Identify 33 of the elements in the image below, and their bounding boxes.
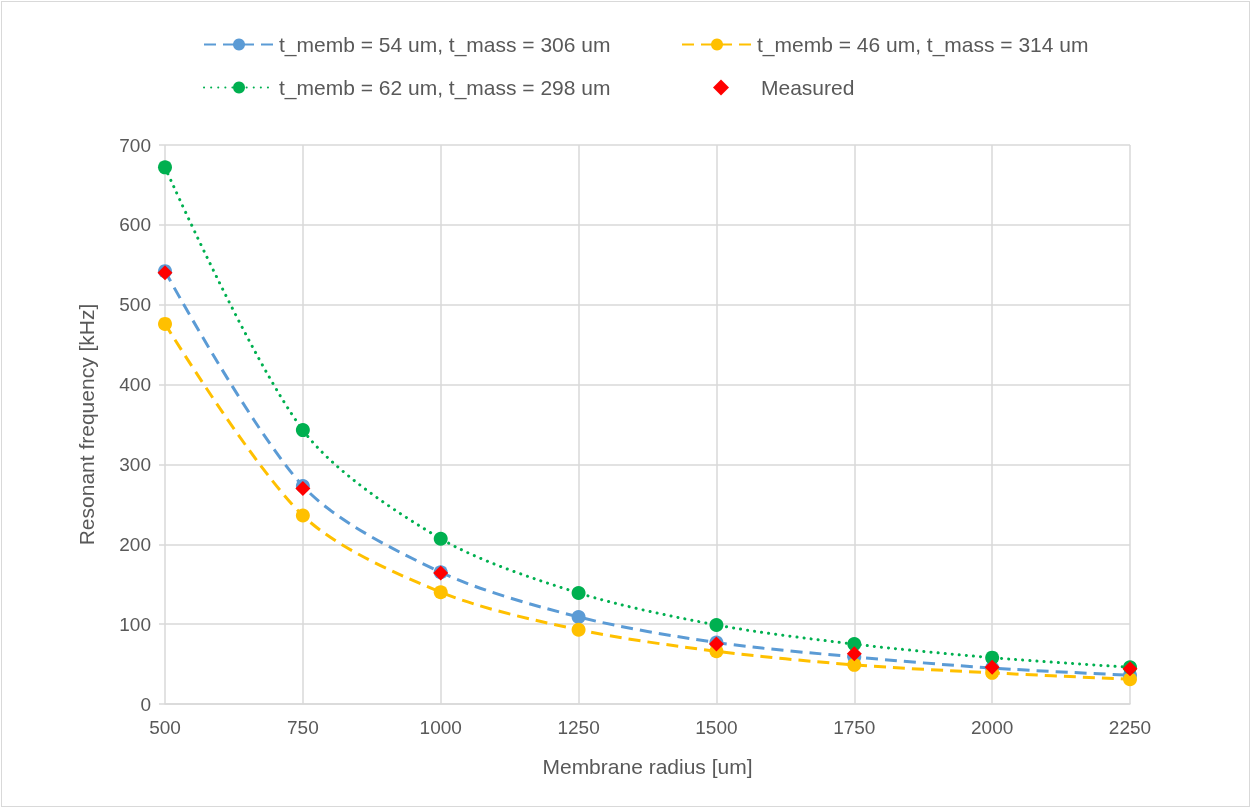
x-tick-label: 2250 (1108, 717, 1152, 738)
legend-label: t_memb = 46 um, t_mass = 314 um (757, 33, 1089, 57)
legend-label: t_memb = 62 um, t_mass = 298 um (279, 76, 611, 100)
y-tick-label: 700 (119, 134, 151, 156)
point (433, 585, 448, 600)
y-tick-label: 100 (119, 613, 151, 635)
x-tick-label: 500 (149, 717, 181, 738)
point (158, 160, 172, 175)
y-tick-label: 400 (119, 374, 151, 396)
point (847, 657, 862, 672)
point (433, 531, 448, 546)
y-tick-label: 600 (119, 214, 151, 236)
point (295, 508, 310, 523)
y-axis-title: Resonant frequency [kHz] (75, 303, 98, 546)
legend-label: Measured (761, 76, 855, 99)
y-tick-label: 300 (119, 453, 151, 475)
point (571, 622, 586, 637)
x-tick-label: 1000 (419, 717, 462, 738)
x-tick-label: 750 (287, 717, 319, 738)
y-tick-label: 500 (119, 294, 151, 316)
point (571, 609, 586, 624)
point (571, 586, 586, 600)
point (709, 617, 724, 632)
point (295, 423, 310, 438)
x-tick-label: 2000 (971, 717, 1014, 738)
y-tick-label: 200 (119, 533, 151, 555)
x-tick-label: 1250 (557, 717, 600, 738)
x-tick-label: 1500 (695, 717, 738, 738)
point (158, 316, 172, 331)
x-tick-label: 1750 (833, 717, 876, 738)
legend-label: t_memb = 54 um, t_mass = 306 um (279, 33, 611, 57)
y-tick-label: 0 (140, 693, 151, 715)
x-axis-title: Membrane radius [um] (542, 755, 753, 778)
